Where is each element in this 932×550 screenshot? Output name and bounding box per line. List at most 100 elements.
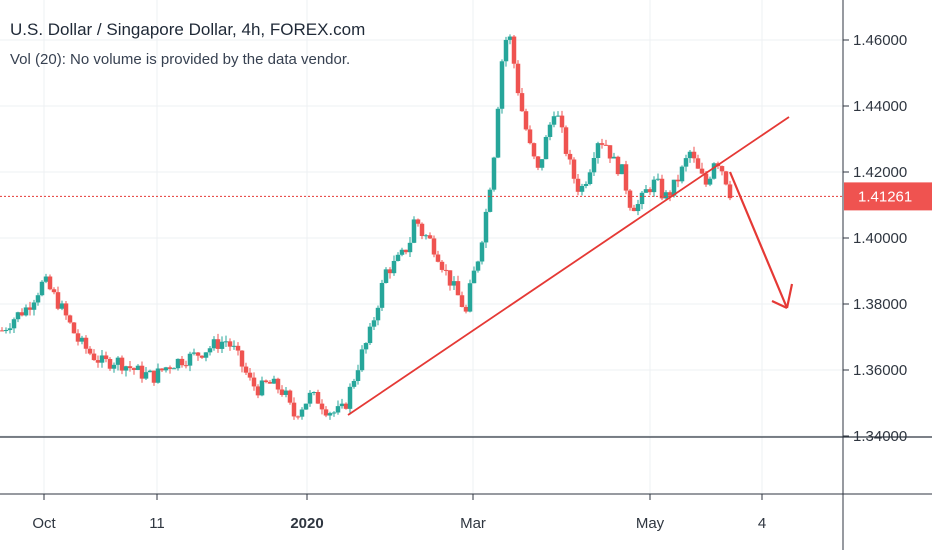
candle <box>279 385 285 397</box>
candle <box>423 233 429 240</box>
candle <box>107 357 113 371</box>
candle <box>507 34 513 45</box>
candle <box>131 367 137 375</box>
candle <box>191 348 197 356</box>
candle <box>707 176 713 187</box>
candle <box>635 199 641 216</box>
candle <box>127 361 133 372</box>
candle <box>251 372 257 391</box>
candle <box>283 386 289 398</box>
candle <box>219 336 225 353</box>
candle <box>315 389 321 404</box>
candle <box>495 106 501 159</box>
candle <box>615 155 621 176</box>
candle <box>611 152 617 159</box>
x-tick-label: 4 <box>758 515 766 532</box>
candle <box>175 358 181 371</box>
candles-layer <box>0 34 733 420</box>
candle <box>727 180 733 201</box>
candle <box>335 400 341 415</box>
candle <box>519 87 525 112</box>
forecast-arrow-head-left <box>771 300 788 309</box>
candle <box>663 190 669 201</box>
candle <box>375 305 381 326</box>
current-price-label: 1.41261 <box>858 188 912 205</box>
candle <box>347 383 353 415</box>
candle <box>383 267 389 284</box>
candle <box>151 370 157 386</box>
candle <box>463 304 469 314</box>
candle <box>51 287 57 295</box>
candle <box>203 352 209 362</box>
candle <box>499 59 505 114</box>
candle <box>467 279 473 313</box>
candle <box>343 402 349 410</box>
candle <box>271 375 277 384</box>
candle <box>207 346 213 356</box>
x-tick-layer: Oct 11 2020 Mar May 4 <box>32 494 766 532</box>
candle <box>155 363 161 384</box>
candle <box>371 317 377 331</box>
candle <box>171 367 177 370</box>
candle <box>3 327 9 334</box>
candle <box>595 141 601 164</box>
candle <box>599 138 605 149</box>
chart-subtitle: Vol (20): No volume is provided by the d… <box>10 51 351 68</box>
candle <box>603 139 609 146</box>
candle <box>235 342 241 356</box>
candle <box>687 149 693 163</box>
candle <box>439 259 445 273</box>
candle <box>223 335 229 348</box>
candle <box>167 365 173 374</box>
candle <box>483 208 489 249</box>
candle <box>91 349 97 361</box>
annotation-layer <box>347 116 794 416</box>
candle <box>135 364 141 371</box>
candle <box>431 235 437 258</box>
candle <box>43 273 49 284</box>
candle <box>551 111 557 128</box>
candle <box>579 183 585 196</box>
candle <box>143 366 149 380</box>
forecast-arrow-shaft <box>728 171 789 309</box>
candle <box>355 364 361 385</box>
grid-layer <box>0 0 843 494</box>
candle <box>39 280 45 297</box>
candle <box>367 323 373 346</box>
candle <box>391 255 397 276</box>
candle <box>403 249 409 255</box>
candle <box>363 342 369 354</box>
candle <box>199 355 205 359</box>
candle <box>643 184 649 193</box>
candle <box>331 411 337 417</box>
price-layer: 1.41261 <box>0 182 932 211</box>
candle <box>243 362 249 376</box>
candle <box>263 379 269 384</box>
candle <box>227 338 233 351</box>
candle <box>723 170 729 186</box>
candle <box>563 125 569 157</box>
candle <box>179 356 185 368</box>
candle <box>487 187 493 213</box>
candle <box>267 380 273 384</box>
x-tick-label: May <box>636 515 665 532</box>
candle <box>543 135 549 160</box>
candle <box>479 240 485 265</box>
candle <box>399 247 405 257</box>
candle <box>95 355 101 368</box>
candle <box>75 329 81 346</box>
candle <box>27 301 33 316</box>
candle <box>711 162 717 180</box>
candle <box>627 189 633 211</box>
candle <box>59 300 65 311</box>
candle <box>511 35 517 69</box>
candle <box>163 366 169 373</box>
candle <box>319 399 325 415</box>
candle <box>311 391 317 396</box>
candle <box>215 333 221 353</box>
forecast-arrow-head-right <box>785 283 794 309</box>
candle <box>183 360 189 369</box>
x-tick-label: 2020 <box>290 515 323 532</box>
